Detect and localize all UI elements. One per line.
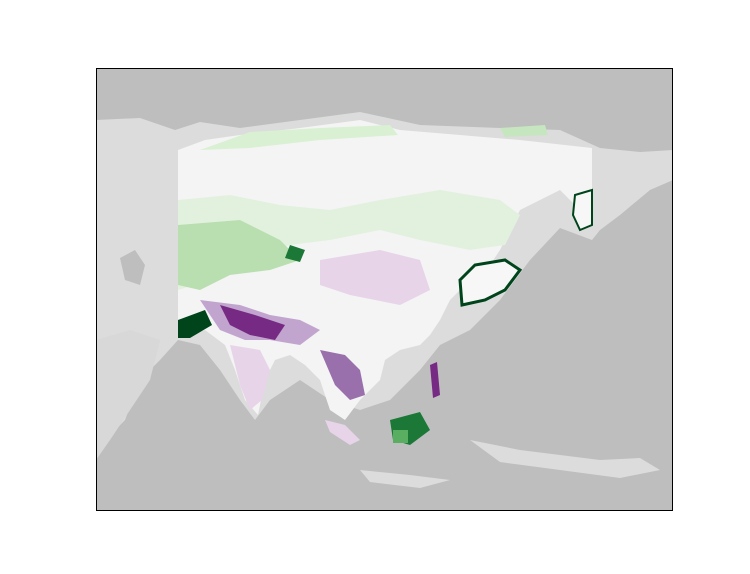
data-region-purple (230, 345, 270, 410)
data-region-purple (325, 420, 360, 445)
data-region-purple (320, 250, 430, 305)
island (470, 440, 660, 478)
map-frame (96, 68, 673, 511)
data-region-darkpurple (430, 362, 440, 398)
data-region-green (178, 220, 300, 290)
ocean (380, 460, 673, 511)
island (360, 470, 450, 488)
data-region-darkpurple (220, 305, 285, 340)
data-region-green (393, 430, 408, 443)
land (96, 330, 160, 460)
data-region-green (500, 125, 548, 137)
data-region-green (200, 125, 398, 150)
data-region-darkgreen (285, 245, 305, 262)
caspian-sea (120, 250, 145, 285)
japan (458, 258, 523, 307)
data-region-green (178, 190, 520, 290)
data-region-darkgreen (178, 310, 212, 338)
data-region-purple (320, 350, 365, 400)
kamchatka (571, 188, 593, 232)
map-area (96, 68, 673, 511)
